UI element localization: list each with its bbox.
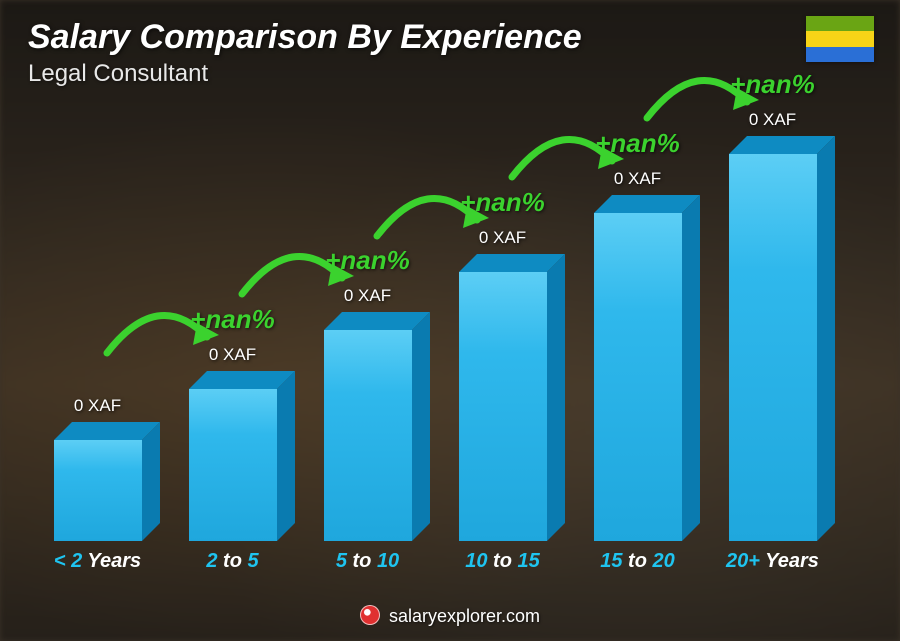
bars-area: 0 XAF 0 XAF +nan% 0 XAF +nan% 0 XAF +nan% 0 XAF… (30, 120, 840, 541)
bar-side-face (817, 136, 835, 541)
bar-value-label: 0 XAF (74, 396, 121, 416)
chart-subtitle: Legal Consultant (28, 60, 208, 88)
x-label-secondary: Years (82, 550, 141, 572)
bar-slot: 0 XAF +nan% (300, 120, 435, 541)
x-axis-label: < 2 Years (30, 550, 165, 573)
x-label-primary: 5 (248, 550, 259, 572)
bar-side-face (412, 312, 430, 541)
bar-delta-label: +nan% (325, 245, 410, 276)
bar-slot: 0 XAF +nan% (435, 120, 570, 541)
flag-stripe-2 (806, 31, 874, 46)
bar-front (459, 272, 547, 541)
x-label-primary: 15 (518, 550, 540, 572)
bar (729, 154, 817, 541)
bar-side-face (277, 371, 295, 541)
bar-front (324, 330, 412, 541)
x-label-primary: 10 (377, 550, 399, 572)
bar-slot: 0 XAF (30, 120, 165, 541)
x-label-secondary: to (347, 550, 377, 572)
bar-chart: 0 XAF 0 XAF +nan% 0 XAF +nan% 0 XAF +nan% 0 XAF… (30, 120, 840, 571)
bar (189, 389, 277, 541)
x-axis-labels: < 2 Years2 to 55 to 1010 to 1515 to 2020… (30, 550, 840, 573)
bar-slot: 0 XAF+nan% (705, 120, 840, 541)
bar (324, 330, 412, 541)
bar-slot: 0 XAF +nan% (165, 120, 300, 541)
bar-slot: 0 XAF +nan% (570, 120, 705, 541)
bar (54, 440, 142, 541)
chart-container: Salary Comparison By Experience Legal Co… (0, 0, 900, 641)
footer-text: salaryexplorer.com (389, 606, 540, 626)
bar-delta-label: +nan% (460, 187, 545, 218)
x-label-primary: 20 (653, 550, 675, 572)
bar-value-label: 0 XAF (479, 228, 526, 248)
x-label-primary: 10 (465, 550, 487, 572)
x-axis-label: 15 to 20 (570, 550, 705, 573)
bar-delta-label: +nan% (190, 304, 275, 335)
x-axis-label: 5 to 10 (300, 550, 435, 573)
bar-value-label: 0 XAF (749, 110, 796, 130)
bar-front (189, 389, 277, 541)
country-flag-icon (806, 16, 874, 62)
bar-side-face (142, 422, 160, 541)
x-label-primary: 20+ (726, 550, 760, 572)
bar-side-face (547, 254, 565, 541)
bar-value-label: 0 XAF (614, 169, 661, 189)
x-axis-label: 20+ Years (705, 550, 840, 573)
bar-front (594, 213, 682, 541)
bar-side-face (682, 195, 700, 541)
flag-stripe-3 (806, 47, 874, 62)
footer: salaryexplorer.com (0, 605, 900, 627)
x-label-secondary: to (218, 550, 248, 572)
x-axis-label: 2 to 5 (165, 550, 300, 573)
logo-icon (360, 605, 380, 625)
bar (459, 272, 547, 541)
bar-delta-label: +nan% (730, 69, 815, 100)
x-label-primary: 15 (600, 550, 622, 572)
chart-title: Salary Comparison By Experience (28, 18, 582, 57)
x-label-primary: 5 (336, 550, 347, 572)
x-axis-label: 10 to 15 (435, 550, 570, 573)
bar-value-label: 0 XAF (209, 345, 256, 365)
x-label-secondary: to (623, 550, 653, 572)
x-label-primary: 2 (206, 550, 217, 572)
bar-delta-label: +nan% (595, 128, 680, 159)
x-label-secondary: to (488, 550, 518, 572)
bar-value-label: 0 XAF (344, 286, 391, 306)
bar-front (729, 154, 817, 541)
x-label-secondary: Years (760, 550, 819, 572)
bar (594, 213, 682, 541)
x-label-primary: < 2 (54, 550, 82, 572)
bar-front (54, 440, 142, 541)
flag-stripe-1 (806, 16, 874, 31)
